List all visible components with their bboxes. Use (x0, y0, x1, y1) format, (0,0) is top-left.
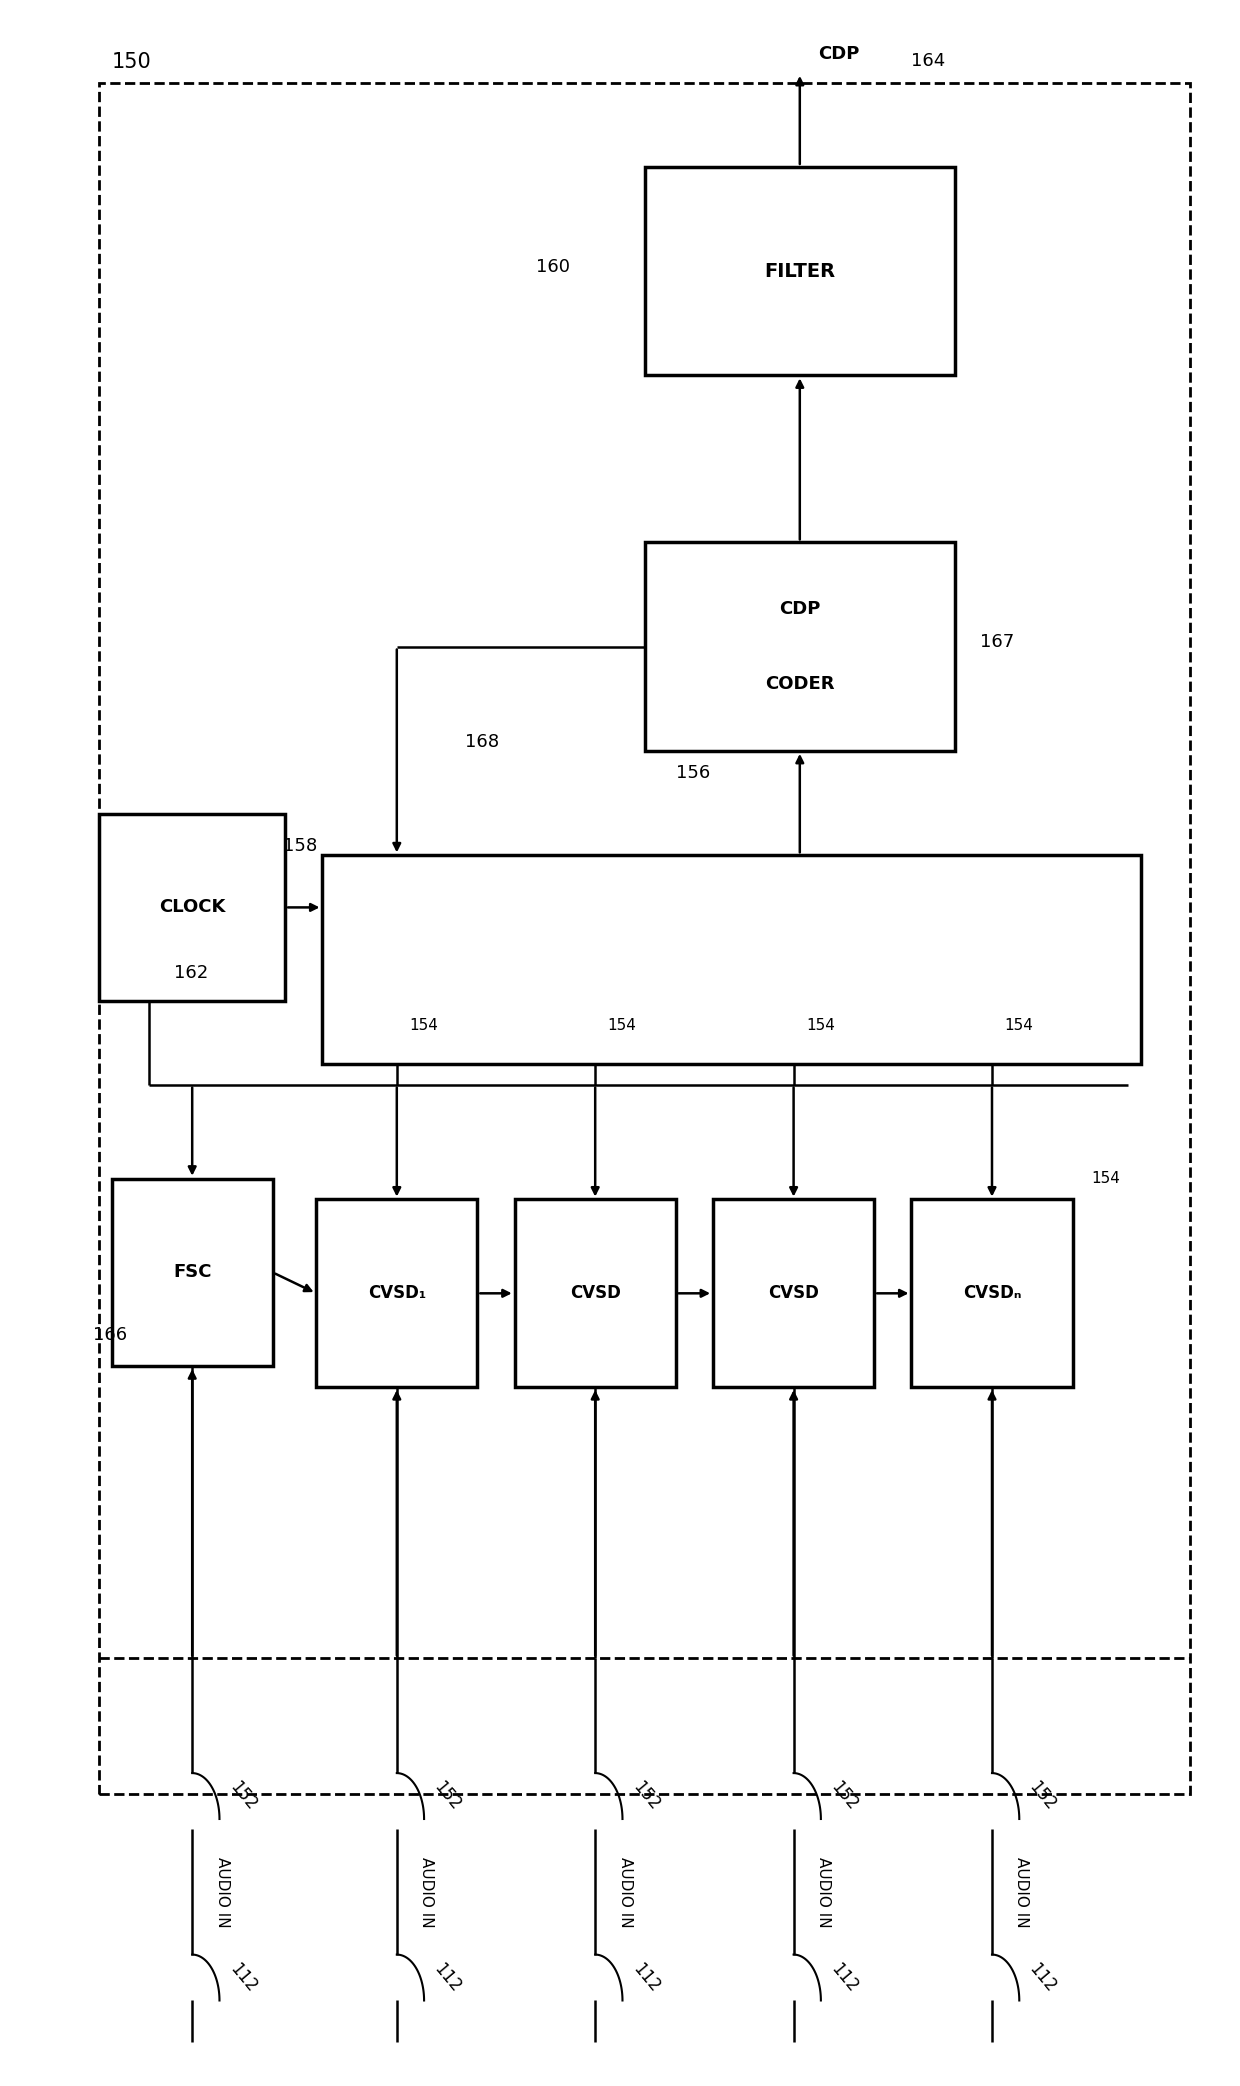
Text: CDP: CDP (818, 44, 859, 63)
Text: AUDIO IN: AUDIO IN (419, 1857, 434, 1927)
Text: 168: 168 (465, 732, 500, 751)
Text: AUDIO IN: AUDIO IN (618, 1857, 632, 1927)
Text: FSC: FSC (172, 1264, 212, 1281)
FancyBboxPatch shape (713, 1199, 874, 1387)
Text: CVSD₁: CVSD₁ (368, 1285, 425, 1302)
Text: 154: 154 (1004, 1018, 1033, 1033)
Text: 152: 152 (827, 1777, 862, 1815)
Text: 112: 112 (226, 1959, 260, 1996)
Text: 160: 160 (537, 259, 570, 275)
Text: 158: 158 (283, 836, 317, 855)
Text: 112: 112 (629, 1959, 663, 1996)
Text: CVSD: CVSD (768, 1285, 820, 1302)
Text: CDP: CDP (779, 601, 821, 617)
FancyBboxPatch shape (645, 167, 955, 375)
Text: 112: 112 (827, 1959, 862, 1996)
FancyBboxPatch shape (316, 1199, 477, 1387)
FancyBboxPatch shape (645, 542, 955, 751)
Text: 112: 112 (430, 1959, 465, 1996)
FancyBboxPatch shape (112, 1179, 273, 1366)
FancyBboxPatch shape (99, 814, 285, 1001)
Text: 154: 154 (1091, 1170, 1120, 1187)
Text: CLOCK: CLOCK (159, 899, 226, 916)
Text: 164: 164 (911, 52, 946, 71)
Text: 156: 156 (676, 763, 711, 782)
FancyBboxPatch shape (322, 855, 1141, 1064)
Text: CVSDₙ: CVSDₙ (962, 1285, 1022, 1302)
Text: 154: 154 (608, 1018, 636, 1033)
Text: CVSD: CVSD (569, 1285, 621, 1302)
Text: 112: 112 (1025, 1959, 1060, 1996)
Text: 152: 152 (226, 1777, 260, 1815)
Text: 166: 166 (93, 1327, 128, 1343)
Text: 154: 154 (806, 1018, 835, 1033)
Text: 162: 162 (174, 964, 208, 983)
Text: AUDIO IN: AUDIO IN (215, 1857, 229, 1927)
Text: AUDIO IN: AUDIO IN (816, 1857, 831, 1927)
Text: 150: 150 (112, 52, 151, 73)
FancyBboxPatch shape (911, 1199, 1073, 1387)
Text: 167: 167 (980, 634, 1014, 651)
Text: 152: 152 (430, 1777, 465, 1815)
Text: 154: 154 (409, 1018, 438, 1033)
FancyBboxPatch shape (515, 1199, 676, 1387)
Text: CODER: CODER (765, 676, 835, 693)
Text: 152: 152 (629, 1777, 663, 1815)
Text: AUDIO IN: AUDIO IN (1014, 1857, 1029, 1927)
Text: 152: 152 (1025, 1777, 1060, 1815)
Text: FILTER: FILTER (764, 261, 836, 282)
